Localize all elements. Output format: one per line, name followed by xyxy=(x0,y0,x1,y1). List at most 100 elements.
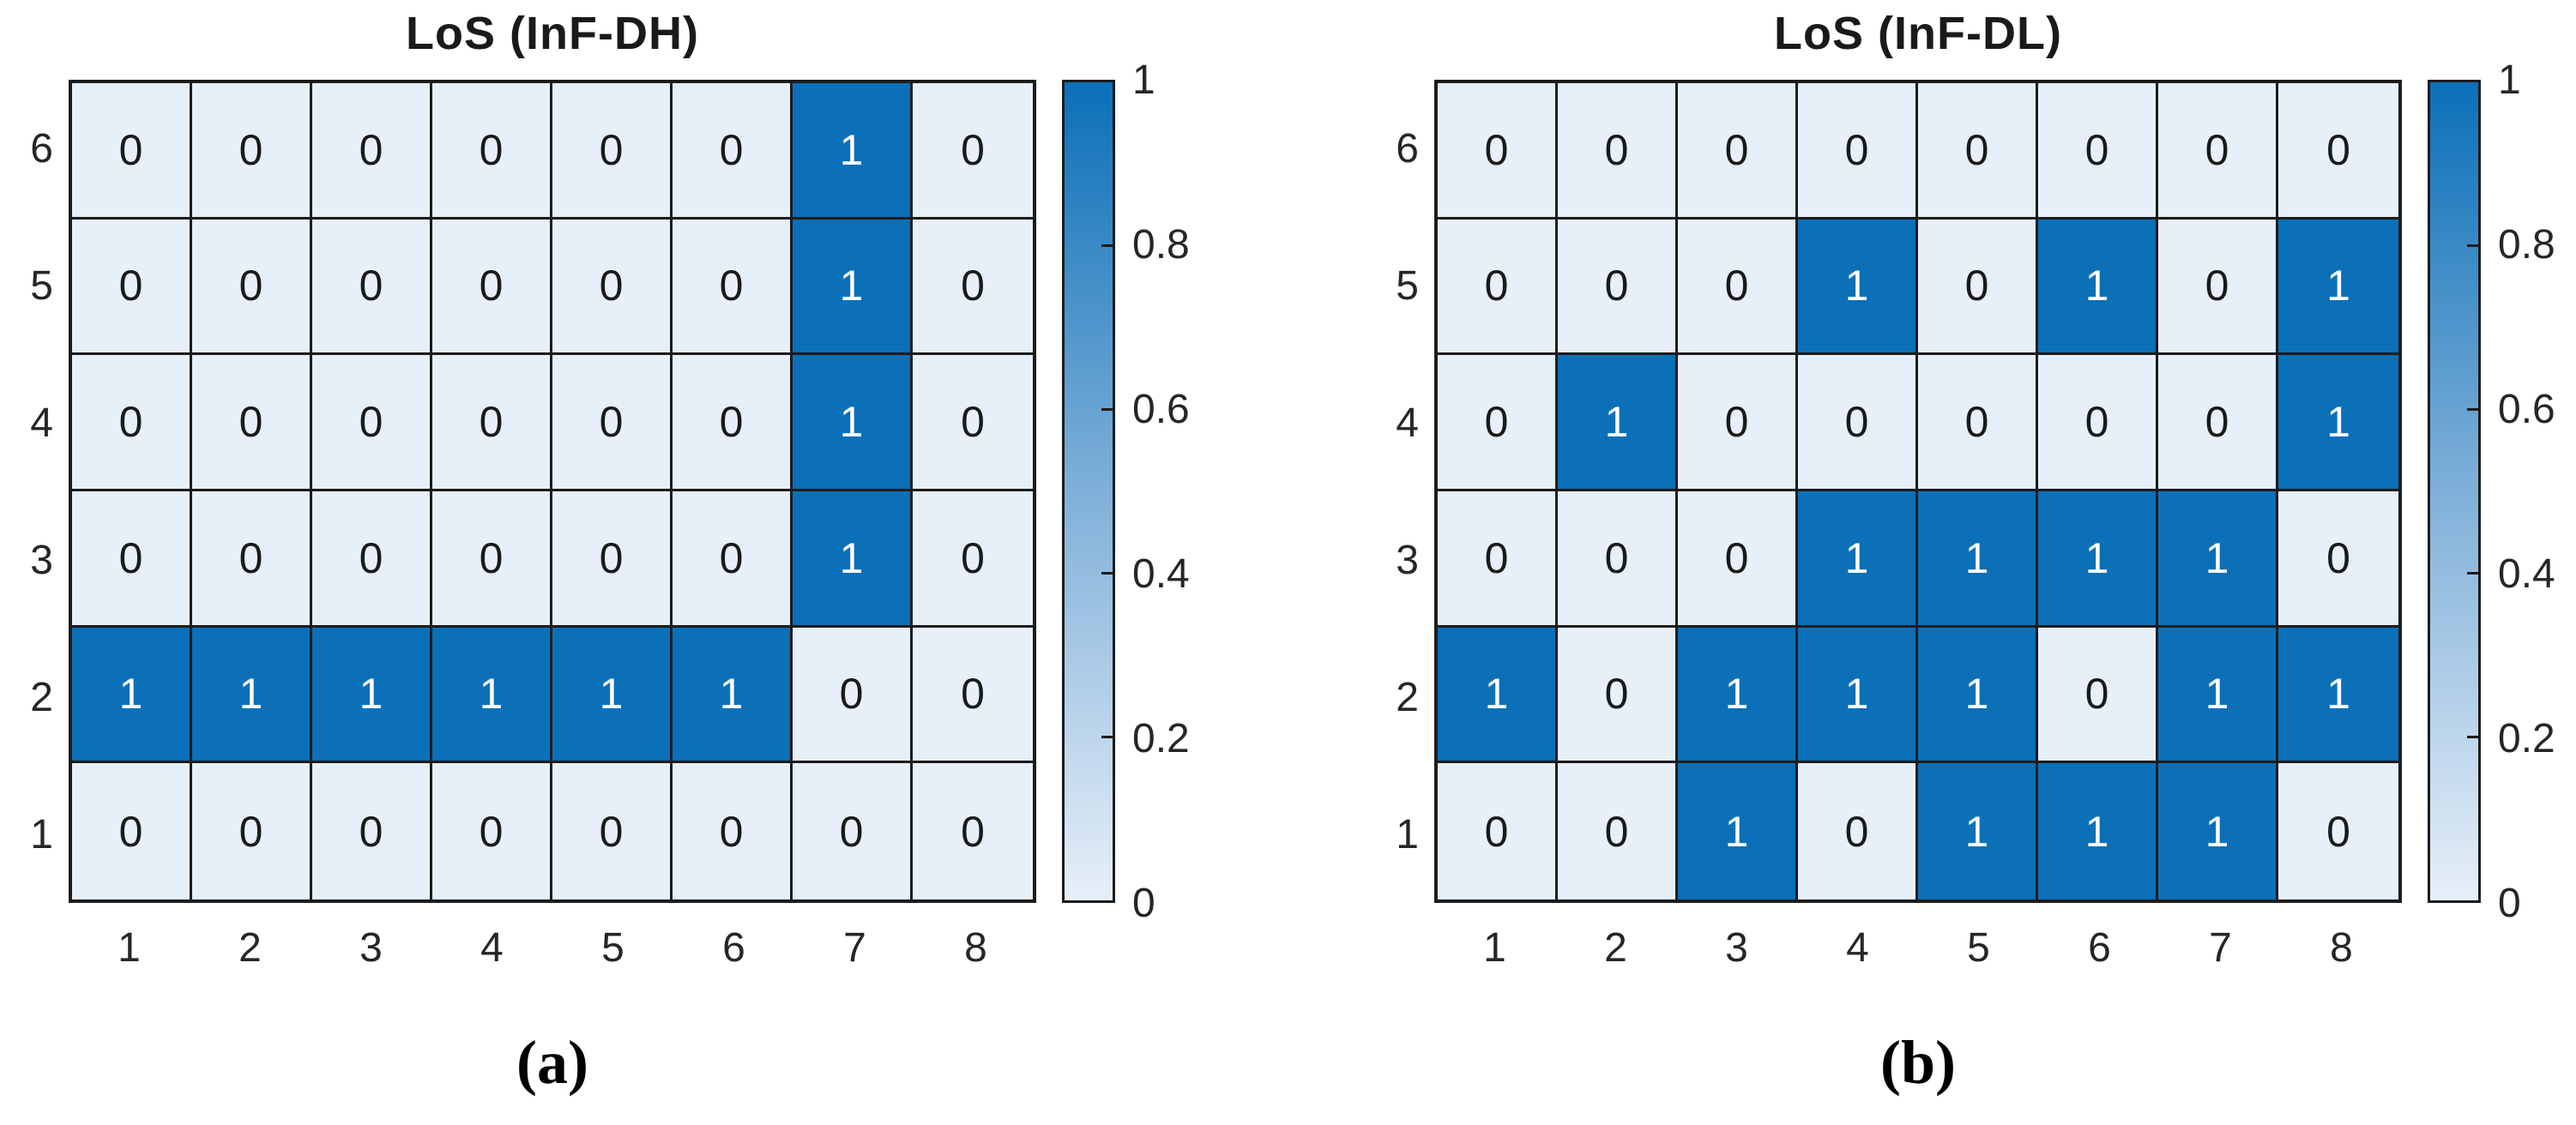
heatmap-cell: 0 xyxy=(1918,355,2038,491)
heatmap-cell: 0 xyxy=(312,83,432,220)
y-axis-label: 1 xyxy=(30,811,53,857)
heatmap-cell: 0 xyxy=(312,355,432,491)
heatmap-cell: 1 xyxy=(1678,763,1798,899)
heatmap-cell: 0 xyxy=(552,219,673,356)
heatmap-cell: 0 xyxy=(72,763,192,899)
heatmap-cell: 0 xyxy=(312,219,432,356)
heatmap-cell: 0 xyxy=(72,355,192,491)
y-axis-label: 4 xyxy=(30,400,53,446)
colorbar-tick-mark xyxy=(1101,735,1113,738)
colorbar-tick-mark xyxy=(1101,571,1113,575)
heatmap-cell: 0 xyxy=(192,83,312,220)
chart-title: LoS (InF-DL) xyxy=(1774,8,2062,59)
heatmap-cell: 1 xyxy=(2038,491,2158,628)
colorbar xyxy=(1062,80,1115,903)
heatmap-cell: 0 xyxy=(1678,355,1798,491)
heatmap-cell: 1 xyxy=(793,83,913,220)
heatmap-cell: 0 xyxy=(552,763,673,899)
heatmap-cell: 0 xyxy=(312,763,432,899)
colorbar-tick-label: 1 xyxy=(1132,57,1155,103)
x-axis-label: 3 xyxy=(359,925,383,971)
heatmap-cell: 0 xyxy=(552,491,673,628)
heatmap-cell: 1 xyxy=(673,627,793,764)
heatmap-cell: 0 xyxy=(913,627,1033,764)
heatmap-cell: 1 xyxy=(1798,219,1918,356)
heatmap-cell: 0 xyxy=(1918,219,2038,356)
heatmap-cell: 0 xyxy=(1438,355,1558,491)
heatmap-cell: 0 xyxy=(913,83,1033,220)
colorbar-tick-label: 0.4 xyxy=(2498,550,2555,597)
heatmap-cell: 0 xyxy=(913,491,1033,628)
x-axis-label: 5 xyxy=(1967,925,1990,971)
heatmap-cell: 0 xyxy=(673,219,793,356)
subfigure-caption-b: (b) xyxy=(1880,1028,1956,1097)
colorbar-tick-mark xyxy=(2467,244,2478,248)
heatmap-cell: 0 xyxy=(793,763,913,899)
colorbar-tick-label: 0.8 xyxy=(2498,221,2555,268)
heatmap-cell: 1 xyxy=(793,219,913,356)
heatmap-cell: 1 xyxy=(2278,219,2398,356)
y-axis-label: 3 xyxy=(30,537,53,583)
heatmap-cell: 0 xyxy=(72,219,192,356)
colorbar-tick-label: 1 xyxy=(2498,57,2521,103)
heatmap-cell: 0 xyxy=(673,763,793,899)
heatmap-cell: 0 xyxy=(192,763,312,899)
x-axis-label: 6 xyxy=(2088,925,2111,971)
x-axis-label: 6 xyxy=(722,925,745,971)
heatmap-cell: 1 xyxy=(2158,491,2278,628)
x-axis-label: 8 xyxy=(2330,925,2353,971)
heatmap-cell: 1 xyxy=(1438,627,1558,764)
heatmap-cell: 0 xyxy=(2038,355,2158,491)
heatmap-cell: 0 xyxy=(432,219,552,356)
y-axis-label: 6 xyxy=(1396,125,1419,171)
colorbar-tick-mark xyxy=(1101,244,1113,248)
chart-title: LoS (InF-DH) xyxy=(406,8,699,59)
heatmap-cell: 1 xyxy=(2278,627,2398,764)
heatmap-cell: 0 xyxy=(673,491,793,628)
colorbar-tick-mark xyxy=(2467,408,2478,412)
heatmap-cell: 1 xyxy=(1798,627,1918,764)
heatmap-cell: 0 xyxy=(2038,627,2158,764)
heatmap-cell: 0 xyxy=(913,219,1033,356)
y-axis-label: 6 xyxy=(30,125,53,171)
x-axis-label: 3 xyxy=(1725,925,1748,971)
heatmap-cell: 0 xyxy=(1558,219,1678,356)
colorbar-tick-mark xyxy=(1101,408,1113,412)
heatmap-cell: 0 xyxy=(913,355,1033,491)
heatmap-cell: 1 xyxy=(1798,491,1918,628)
colorbar-tick-label: 0.6 xyxy=(1132,386,1190,432)
x-axis-label: 7 xyxy=(2209,925,2232,971)
x-axis-label: 2 xyxy=(1604,925,1627,971)
y-axis-label: 5 xyxy=(30,262,53,309)
colorbar-tick-label: 0.2 xyxy=(1132,715,1190,761)
heatmap-cell: 1 xyxy=(2038,763,2158,899)
subfigure-caption-a: (a) xyxy=(516,1028,588,1097)
colorbar-tick-mark xyxy=(2467,571,2478,575)
colorbar-tick-label: 0.4 xyxy=(1132,550,1190,597)
heatmap-cell: 0 xyxy=(913,763,1033,899)
heatmap-cell: 0 xyxy=(552,83,673,220)
heatmap-cell: 0 xyxy=(1918,83,2038,220)
heatmap-cell: 1 xyxy=(1558,355,1678,491)
x-axis-label: 1 xyxy=(1483,925,1506,971)
heatmap-cell: 0 xyxy=(312,491,432,628)
y-axis-label: 2 xyxy=(30,674,53,720)
heatmap-cell: 1 xyxy=(1918,763,2038,899)
heatmap-cell: 0 xyxy=(2278,491,2398,628)
heatmap-cell: 0 xyxy=(1438,219,1558,356)
heatmap-cell: 0 xyxy=(673,355,793,491)
heatmap-cell: 0 xyxy=(2038,83,2158,220)
y-axis-label: 4 xyxy=(1396,400,1419,446)
heatmap-cell: 0 xyxy=(192,491,312,628)
heatmap-cell: 0 xyxy=(72,83,192,220)
colorbar-tick-label: 0.2 xyxy=(2498,715,2555,761)
heatmap-cell: 1 xyxy=(552,627,673,764)
heatmap-cell: 0 xyxy=(1798,355,1918,491)
heatmap-cell: 0 xyxy=(432,491,552,628)
heatmap-cell: 0 xyxy=(1798,763,1918,899)
heatmap-cell: 0 xyxy=(1558,763,1678,899)
heatmap-cell: 0 xyxy=(1558,83,1678,220)
